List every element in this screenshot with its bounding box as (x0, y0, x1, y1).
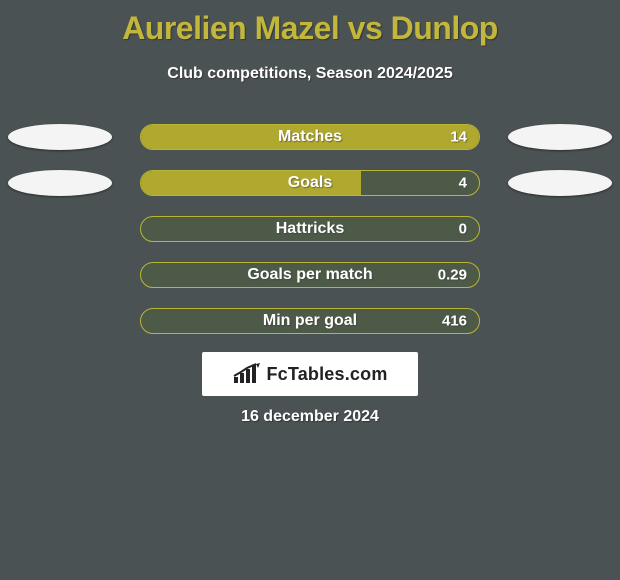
stat-bar-fill (141, 125, 479, 149)
stat-bar-fill (141, 171, 361, 195)
page-title: Aurelien Mazel vs Dunlop (0, 0, 620, 47)
date-line: 16 december 2024 (0, 408, 620, 426)
stat-row: Matches14 (0, 114, 620, 160)
brand-text-bold: Fc (266, 364, 287, 384)
stat-row: Goals per match0.29 (0, 252, 620, 298)
stat-label: Min per goal (141, 312, 479, 330)
stat-row: Min per goal416 (0, 298, 620, 344)
stat-bar: Goals per match0.29 (140, 262, 480, 288)
bar-chart-icon (232, 363, 260, 385)
player-marker-right (508, 124, 612, 150)
brand-logo: FcTables.com (202, 352, 418, 396)
player-marker-left (8, 124, 112, 150)
stat-row: Hattricks0 (0, 206, 620, 252)
stat-value: 0 (459, 221, 467, 238)
stat-value: 416 (442, 313, 467, 330)
stat-label: Goals per match (141, 266, 479, 284)
stat-bar: Goals4 (140, 170, 480, 196)
stat-bar: Hattricks0 (140, 216, 480, 242)
stat-bar: Min per goal416 (140, 308, 480, 334)
stat-row: Goals4 (0, 160, 620, 206)
player-marker-left (8, 170, 112, 196)
player-marker-right (508, 170, 612, 196)
stat-bar: Matches14 (140, 124, 480, 150)
brand-text: FcTables.com (266, 364, 387, 385)
page-subtitle: Club competitions, Season 2024/2025 (0, 65, 620, 83)
brand-text-rest: Tables.com (288, 364, 388, 384)
stat-value: 4 (459, 175, 467, 192)
stats-rows: Matches14 Goals4 Hattricks0 Goals per match… (0, 114, 620, 344)
comparison-infographic: Aurelien Mazel vs Dunlop Club competitio… (0, 0, 620, 580)
stat-value: 0.29 (438, 267, 467, 284)
stat-label: Hattricks (141, 220, 479, 238)
